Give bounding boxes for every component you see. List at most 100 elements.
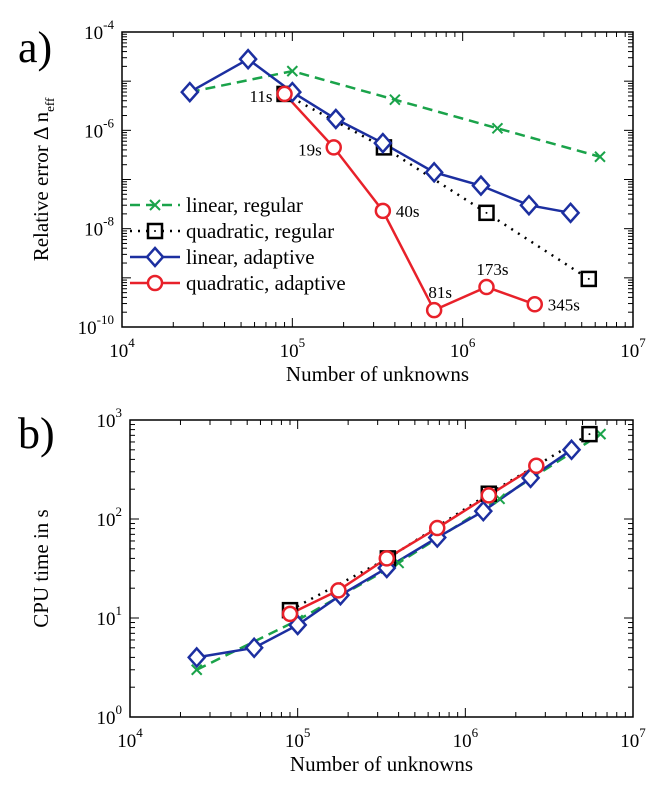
x-tick-exp: 4 [136,725,143,740]
data-point-2 [471,174,491,197]
data-point-2 [180,81,200,103]
y-tick-base: 10 [97,411,116,432]
data-point-0-b [286,65,299,77]
y-tick-exp: 3 [116,405,123,420]
x-tick-exp: 6 [469,335,476,350]
y-tick-label: 101 [97,603,123,630]
y-axis-label-sub: eff [42,97,57,112]
x-tick-label: 107 [620,335,646,362]
data-annotation: 40s [396,202,420,221]
y-tick-label: 102 [97,504,123,531]
data-annotation: 81s [428,283,452,302]
y-tick-exp: -6 [103,115,114,130]
legend-marker [146,274,164,292]
y-axis-label-main: Relative error Δ n [29,111,53,261]
data-point-3 [528,457,545,475]
y-tick-exp: -8 [103,214,114,229]
data-annotation: 11s [250,87,273,106]
data-point-2 [560,201,581,224]
data-point-2 [519,194,539,217]
data-point-1-dot [587,277,590,280]
panel-label: b) [18,409,55,458]
y-tick-label: 10-8 [84,214,114,241]
series-line-3 [283,93,536,312]
x-tick-exp: 7 [639,335,646,350]
x-tick-label: 105 [280,335,306,362]
legend-label: quadratic, regular [186,219,334,243]
y-axis-label: Relative error Δ neff [29,97,57,261]
data-point-3 [425,301,443,319]
y-axis-label-main: CPU time in s [29,509,53,627]
data-point-3 [478,278,495,296]
y-tick-base: 10 [97,609,116,630]
y-tick-exp: 0 [116,702,123,717]
data-point-0-b [594,151,606,163]
data-point-2 [561,438,582,461]
y-tick-base: 10 [84,220,103,241]
x-tick-base: 10 [109,341,128,362]
y-tick-base: 10 [78,318,97,339]
y-tick-exp: 2 [116,504,123,519]
x-tick-base: 10 [620,341,639,362]
x-tick-base: 10 [280,341,299,362]
data-layer [180,48,606,319]
data-point-1-dot [588,433,591,436]
x-tick-base: 10 [620,731,639,752]
legend-marker-b [149,199,161,211]
x-tick-exp: 7 [639,725,646,740]
data-point-3 [429,519,446,537]
x-tick-exp: 5 [304,725,311,740]
data-point-2 [244,636,264,659]
y-tick-label: 10-10 [78,312,114,339]
x-tick-base: 10 [450,341,469,362]
x-tick-label: 106 [450,335,476,362]
data-point-0-b [493,493,506,505]
y-tick-base: 10 [97,708,116,729]
data-point-0-b [389,93,401,106]
legend-label: quadratic, adaptive [186,271,346,295]
y-tick-label: 10-4 [84,17,114,44]
tick-marks [121,32,633,328]
y-tick-label: 103 [97,405,123,432]
y-tick-label: 10-6 [84,115,114,142]
data-point-3 [325,139,342,156]
panel-label: a) [18,23,52,72]
y-tick-base: 10 [97,510,116,531]
data-point-3 [480,487,498,504]
y-tick-base: 10 [84,121,103,142]
data-point-3 [281,605,299,623]
data-point-2 [326,108,346,130]
y-axis-label: CPU time in s [29,509,53,627]
data-annotation: 173s [476,260,508,279]
x-tick-base: 10 [453,731,472,752]
x-tick-label: 106 [453,725,479,752]
y-tick-base: 10 [84,23,103,44]
data-point-2 [473,500,493,523]
x-tick-base: 10 [285,731,304,752]
legend-marker [145,246,165,268]
data-point-1-dot [485,211,488,214]
data-point-0-b [191,664,203,676]
data-annotation: 19s [298,140,322,159]
x-tick-label: 104 [109,335,135,362]
y-tick-exp: -4 [103,17,114,32]
data-annotation: 345s [548,295,580,314]
data-layer [187,425,607,676]
x-axis-label: Number of unknowns [290,752,473,776]
x-tick-exp: 4 [128,335,135,350]
data-point-0-b [491,122,504,135]
x-tick-exp: 6 [472,725,479,740]
data-point-3 [378,550,396,567]
x-tick-base: 10 [117,731,136,752]
legend-label: linear, regular [186,193,303,217]
data-point-2 [238,48,258,71]
legend-marker-dot [154,230,156,232]
x-tick-label: 105 [285,725,311,752]
plot-frame [121,31,634,328]
y-tick-exp: -10 [97,312,114,327]
x-tick-label: 104 [117,725,143,752]
data-point-2 [424,161,444,184]
